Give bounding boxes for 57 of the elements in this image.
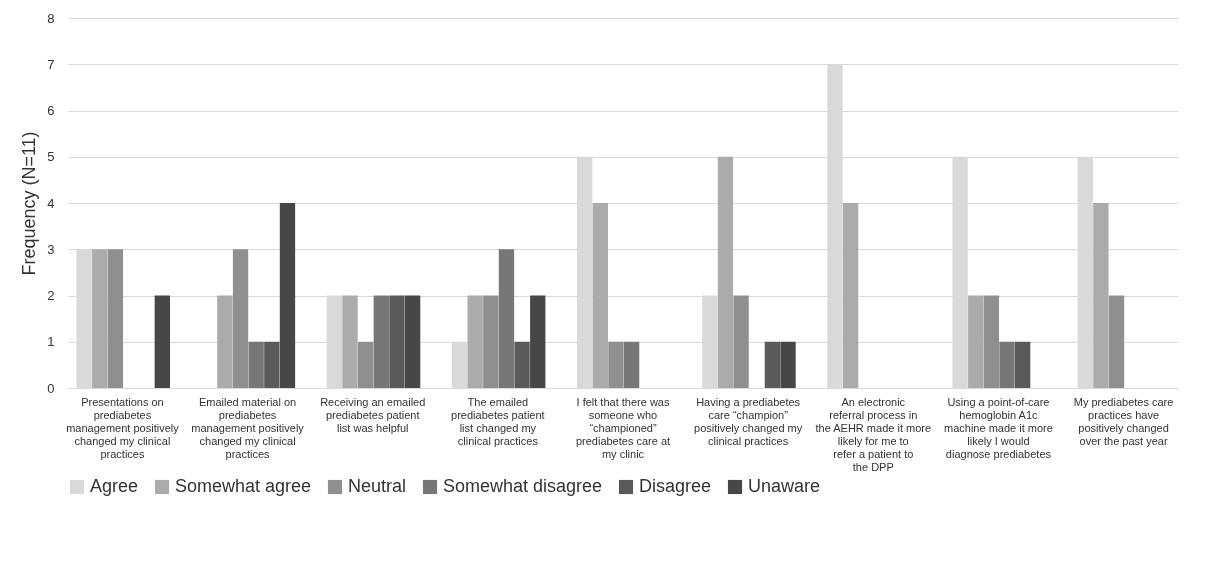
bar — [608, 341, 624, 388]
bar — [733, 295, 749, 388]
legend-label: Somewhat agree — [175, 476, 312, 496]
x-tick-label: Emailed material on prediabetes management positively changed my clinical practices — [191, 395, 305, 460]
y-tick-label: 7 — [47, 56, 55, 72]
bar — [154, 295, 170, 388]
bar — [279, 203, 296, 388]
bar — [717, 156, 734, 388]
bar — [968, 295, 984, 388]
bar — [1093, 203, 1109, 388]
x-tick-label: Having a prediabetes care “champion” positively changed my clinical practices — [694, 395, 803, 447]
bar — [389, 295, 405, 388]
bar — [530, 295, 546, 388]
bar — [92, 249, 108, 388]
bar — [107, 249, 124, 388]
bar — [232, 249, 249, 388]
legend-label: Disagree — [639, 476, 712, 496]
x-tick-label: Receiving an emailed prediabetes patient list was helpful — [320, 395, 426, 434]
bar — [592, 203, 608, 388]
legend-label: Neutral — [348, 476, 407, 496]
legend-label: Unaware — [748, 476, 821, 496]
bar — [999, 341, 1015, 388]
y-tick-label: 4 — [47, 195, 55, 211]
bar — [217, 295, 233, 388]
bar — [483, 295, 499, 388]
bar — [404, 295, 421, 388]
x-tick-label: I felt that there was someone who “championed” prediabetes care at my clinic — [575, 395, 671, 460]
x-tick-label: My prediabetes care practices have positively changed over the past year — [1073, 395, 1174, 447]
y-tick-label: 8 — [47, 10, 55, 26]
bar — [764, 341, 781, 388]
bar — [373, 295, 389, 388]
legend-label: Agree — [90, 476, 139, 496]
bar — [842, 203, 859, 388]
bar — [342, 295, 358, 388]
bar — [264, 341, 280, 388]
bar — [623, 341, 640, 388]
bar — [248, 341, 264, 388]
bar — [514, 341, 530, 388]
y-tick-label: 0 — [47, 380, 55, 396]
bar — [467, 295, 483, 388]
x-tick-label: Presentations on prediabetes management positively changed my clinical practices — [66, 395, 180, 460]
bar — [358, 341, 374, 388]
bar — [780, 341, 796, 388]
x-tick-label: Using a point-of-care hemoglobin A1c machine made it more likely I would diagnose prediabetes — [944, 395, 1053, 460]
legend-label: Somewhat disagree — [443, 476, 603, 496]
y-tick-label: 1 — [47, 334, 55, 350]
y-tick-label: 2 — [47, 288, 55, 303]
bar — [1015, 341, 1031, 388]
x-tick-label: An electronic referral process in the AEHR made it more likely for me to refer a patient to the DPP — [815, 395, 932, 473]
bar — [498, 249, 515, 388]
x-tick-label: The emailed prediabetes patient list changed my clinical practices — [451, 395, 545, 447]
y-tick-label: 5 — [47, 149, 55, 165]
y-tick-label: 6 — [47, 103, 55, 118]
bar — [1108, 295, 1125, 388]
y-tick-label: 3 — [47, 241, 55, 257]
bar — [983, 295, 1000, 388]
y-axis-title: Frequency (N=11) — [19, 131, 40, 276]
